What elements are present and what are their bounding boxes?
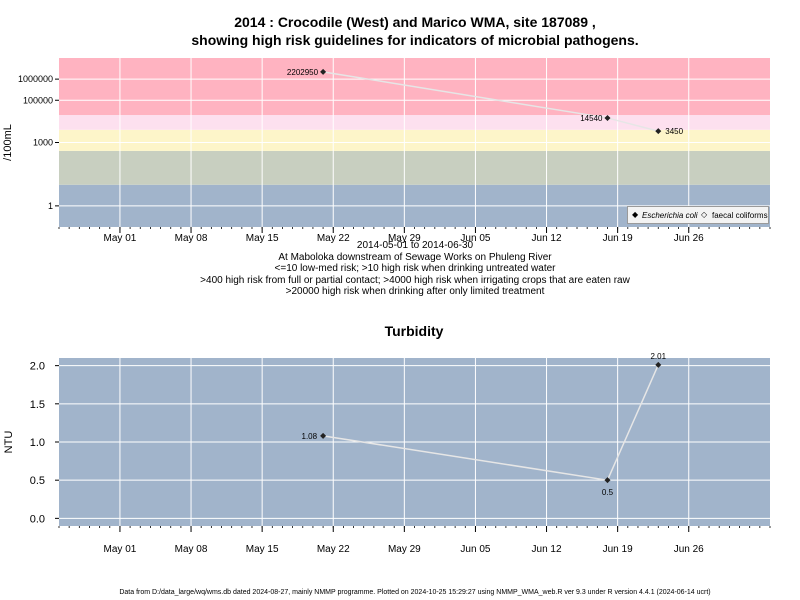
ecoli-point <box>655 128 662 135</box>
ecoli-data-label: 2202950 <box>287 68 319 77</box>
ecoli-data-label: 3450 <box>665 127 683 136</box>
x-tick-label: Jun 12 <box>532 233 562 244</box>
y-axis-label: /100mL <box>2 124 14 161</box>
band-drinking-risk <box>59 150 770 185</box>
ecoli-data-label: 14540 <box>580 114 603 123</box>
caption-line: >20000 high risk when drinking after onl… <box>285 286 545 297</box>
x-tick-label: May 29 <box>388 544 421 555</box>
x-tick-label: May 15 <box>246 544 279 555</box>
caption-line: At Maboloka downstream of Sewage Works o… <box>278 251 552 263</box>
x-tick-label: Jun 19 <box>603 544 633 555</box>
x-tick-label: Jun 05 <box>460 233 490 244</box>
x-tick-label: May 01 <box>104 233 137 244</box>
chart-caption: 2014-05-01 to 2014-06-30 At Maboloka dow… <box>200 240 630 298</box>
legend-marker-faecal: ◇ <box>701 210 708 219</box>
turbidity-title: Turbidity <box>384 323 444 339</box>
footer-note: Data from D:/data_large/wq/wms.db dated … <box>119 589 711 596</box>
band-irrigation-risk <box>59 115 770 130</box>
x-tick-label: May 15 <box>246 233 279 244</box>
turbidity-data-label: 2.01 <box>650 352 666 361</box>
x-tick-label: May 08 <box>175 233 208 244</box>
y-tick-label: 0.0 <box>30 513 45 525</box>
turbidity-point <box>655 361 662 368</box>
legend-label-ecoli: Escherichia coli <box>642 211 698 220</box>
x-tick-label: Jun 19 <box>603 233 633 244</box>
x-tick-label: Jun 05 <box>460 544 490 555</box>
caption-line: >400 high risk from full or partial cont… <box>200 274 630 286</box>
x-tick-label: Jun 12 <box>532 544 562 555</box>
x-tick-label: May 29 <box>388 233 421 244</box>
band-contact-risk <box>59 129 770 151</box>
x-tick-label: May 08 <box>175 544 208 555</box>
x-tick-label: May 22 <box>317 544 350 555</box>
x-tick-label: Jun 26 <box>674 233 704 244</box>
x-tick-label: Jun 26 <box>674 544 704 555</box>
y-tick-label: 1.5 <box>30 399 45 411</box>
y-tick-label: 1 <box>48 201 53 211</box>
x-tick-label: May 01 <box>104 544 137 555</box>
y-tick-label: 0.5 <box>30 475 45 487</box>
ecoli-point <box>604 114 611 121</box>
y-tick-label: 1000000 <box>18 74 53 84</box>
turbidity-data-label: 1.08 <box>302 432 318 441</box>
caption-line: <=10 low-med risk; >10 high risk when dr… <box>274 263 556 274</box>
legend-marker-ecoli: ◆ <box>632 210 639 219</box>
chart-title-line2: showing high risk guidelines for indicat… <box>191 32 639 48</box>
x-tick-label: May 22 <box>317 233 350 244</box>
ecoli-point <box>320 68 327 75</box>
y-axis-label: NTU <box>3 431 15 454</box>
turbidity-point <box>320 432 327 439</box>
chart-title-line1: 2014 : Crocodile (West) and Marico WMA, … <box>234 14 596 30</box>
caption-line: 2014-05-01 to 2014-06-30 <box>356 240 474 251</box>
legend: ◆ Escherichia coli ◇ faecal coliforms <box>627 206 769 224</box>
y-tick-label: 1.0 <box>30 437 45 449</box>
y-tick-label: 1000 <box>33 138 53 148</box>
turbidity-data-label: 0.5 <box>602 488 614 497</box>
legend-label-faecal: faecal coliforms <box>712 211 768 220</box>
y-tick-label: 100000 <box>23 95 53 105</box>
y-tick-label: 2.0 <box>30 361 45 373</box>
turbidity-point <box>604 477 611 484</box>
